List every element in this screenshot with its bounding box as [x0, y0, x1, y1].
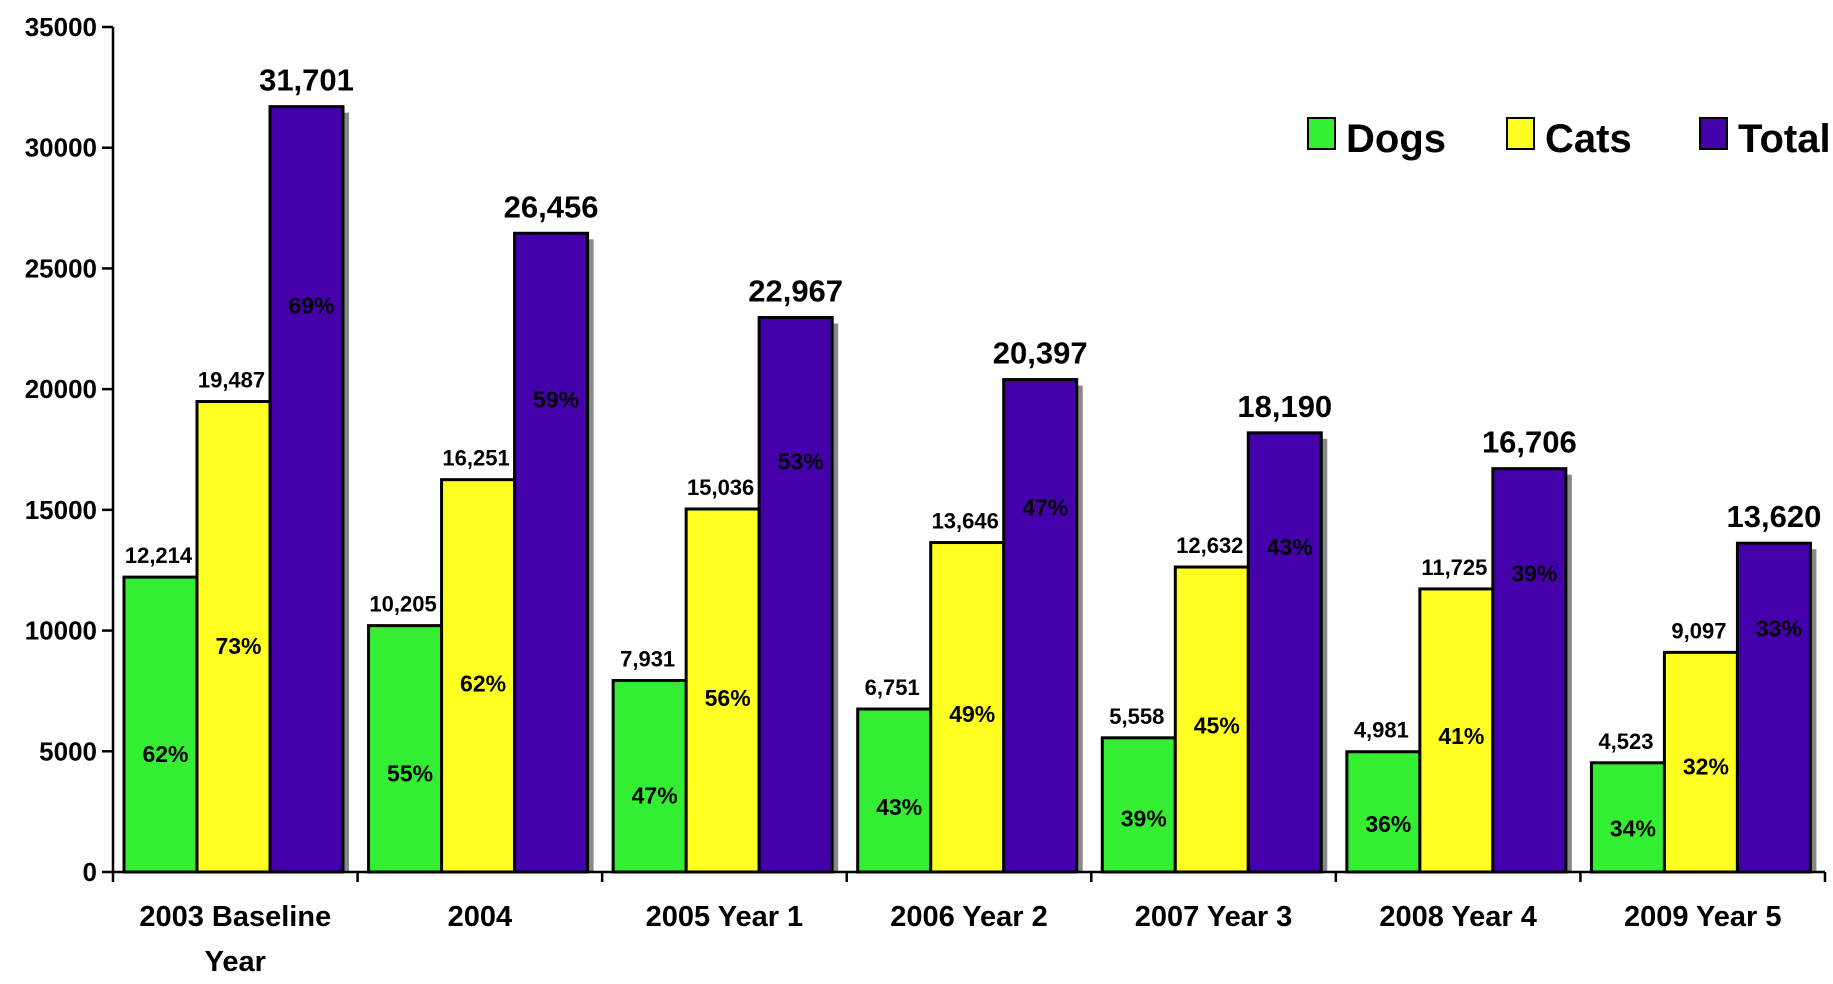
category-label: 2006 Year 2	[890, 901, 1048, 933]
percent-label-cats: 41%	[1438, 723, 1484, 749]
value-label-dogs: 4,981	[1354, 718, 1409, 743]
percent-label-cats: 56%	[705, 685, 751, 711]
legend-swatch-total	[1699, 117, 1728, 150]
percent-label-dogs: 39%	[1121, 805, 1167, 831]
legend-label-dogs: Dogs	[1346, 117, 1446, 161]
legend-label-total: Total	[1738, 117, 1831, 161]
value-label-total: 13,620	[1727, 499, 1822, 534]
value-label-total: 18,190	[1237, 389, 1332, 424]
bar-total	[1735, 541, 1812, 874]
y-tick-label: 0	[83, 857, 97, 887]
y-tick-label: 25000	[25, 253, 97, 283]
percent-label-dogs: 47%	[632, 782, 678, 808]
value-label-total: 26,456	[504, 189, 599, 224]
y-tick-label: 15000	[25, 495, 97, 525]
bar-total	[757, 316, 834, 874]
percent-label-total: 43%	[1267, 534, 1313, 560]
value-label-dogs: 12,214	[125, 543, 193, 568]
legend-swatch-cats	[1506, 117, 1535, 150]
percent-label-total: 33%	[1756, 616, 1802, 642]
bar-dogs	[611, 679, 688, 874]
bar-dogs	[122, 575, 199, 874]
bar-total	[1246, 431, 1323, 874]
percent-label-total: 53%	[778, 449, 824, 475]
value-label-cats: 12,632	[1176, 533, 1243, 558]
x-axis: 2003 Baseline Year 2004 2005 Year 1 2006 Yea…	[111, 870, 1827, 978]
percent-labels: 62% 73% 69% 55% 62% 59% 47% 56% 53% 43% 49% 47% 39% 4…	[142, 293, 1801, 842]
bar-dogs	[1100, 736, 1177, 874]
value-label-dogs: 7,931	[620, 647, 675, 672]
percent-label-total: 39%	[1511, 561, 1557, 587]
value-label-dogs: 10,205	[369, 592, 436, 617]
value-label-cats: 11,725	[1421, 555, 1487, 580]
value-labels: 12,214 19,487 31,701 10,205 16,251 26,456 7,93…	[125, 63, 1821, 754]
y-tick-label: 5000	[39, 736, 97, 766]
value-label-cats: 13,646	[932, 509, 999, 534]
legend-swatch-dogs	[1307, 117, 1336, 150]
y-axis: 0 5000 10000 15000 20000 25000 30000 35000	[25, 12, 115, 887]
value-label-cats: 19,487	[198, 368, 265, 393]
percent-label-cats: 45%	[1194, 713, 1240, 739]
value-label-cats: 16,251	[442, 446, 509, 471]
value-label-total: 22,967	[748, 274, 843, 309]
category-label: 2007 Year 3	[1135, 901, 1293, 933]
bar-cats	[684, 507, 761, 874]
percent-label-cats: 73%	[215, 633, 261, 659]
value-label-total: 16,706	[1482, 425, 1577, 460]
y-tick-label: 35000	[25, 12, 97, 42]
bar-cats	[1418, 587, 1495, 874]
percent-label-cats: 32%	[1683, 754, 1729, 780]
category-label: 2008 Year 4	[1379, 901, 1537, 933]
category-label: 2004	[448, 901, 513, 933]
value-label-dogs: 5,558	[1109, 704, 1164, 729]
legend: Dogs Cats Total	[1307, 117, 1831, 161]
value-label-cats: 9,097	[1671, 618, 1726, 643]
bar-dogs	[856, 707, 933, 874]
percent-label-dogs: 36%	[1365, 811, 1411, 837]
percent-label-total: 59%	[533, 386, 579, 412]
value-label-dogs: 4,523	[1598, 729, 1653, 754]
value-label-dogs: 6,751	[865, 675, 920, 700]
category-label: 2003 Baseline Year	[139, 901, 331, 978]
percent-label-dogs: 62%	[142, 741, 188, 767]
bars	[122, 105, 1812, 874]
percent-label-cats: 49%	[949, 701, 995, 727]
y-tick-label: 20000	[25, 374, 97, 404]
percent-label-dogs: 55%	[387, 760, 433, 786]
y-tick-label: 10000	[25, 616, 97, 646]
bar-total	[1491, 467, 1568, 874]
bar-total	[513, 231, 590, 874]
percent-label-dogs: 43%	[876, 794, 922, 820]
percent-label-total: 69%	[288, 293, 334, 319]
value-label-cats: 15,036	[687, 475, 754, 500]
percent-label-cats: 62%	[460, 671, 506, 697]
percent-label-dogs: 34%	[1610, 815, 1656, 841]
bar-cats	[929, 541, 1006, 874]
bar-dogs	[367, 624, 444, 874]
value-label-total: 31,701	[259, 63, 354, 98]
y-tick-label: 30000	[25, 133, 97, 163]
bar-total	[1002, 378, 1079, 874]
value-label-total: 20,397	[993, 336, 1088, 371]
category-label: 2009 Year 5	[1624, 901, 1782, 933]
legend-label-cats: Cats	[1545, 117, 1632, 161]
percent-label-total: 47%	[1022, 495, 1068, 521]
bar-total	[268, 105, 345, 874]
category-label: 2005 Year 1	[646, 901, 804, 933]
